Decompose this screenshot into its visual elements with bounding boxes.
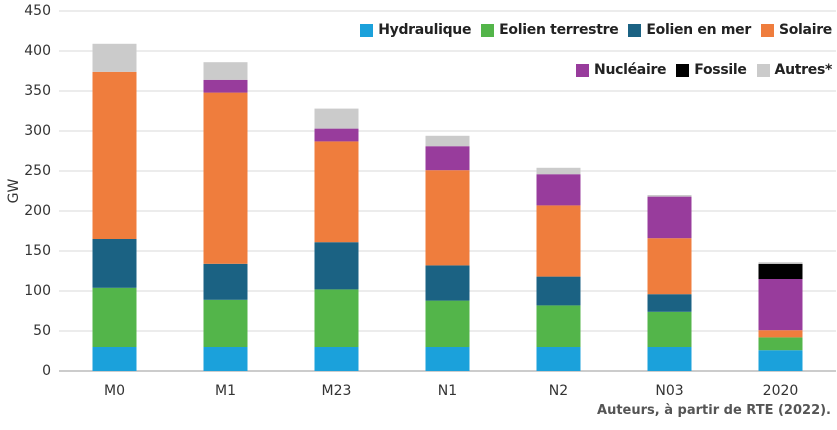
legend-swatch xyxy=(628,23,642,37)
legend-label: Hydraulique xyxy=(378,22,472,38)
legend-label: Eolien terrestre xyxy=(499,22,619,38)
bar-segment xyxy=(536,167,581,175)
bar-segment xyxy=(425,300,470,347)
bar-segment xyxy=(92,71,137,239)
bar-segment xyxy=(203,263,248,300)
bar-segment xyxy=(92,347,137,371)
bar-segment xyxy=(203,62,248,80)
bar-segment xyxy=(92,43,137,72)
legend: Hydraulique Eolien terrestre Eolien en mer… xyxy=(320,22,832,78)
bar-segment xyxy=(647,196,692,239)
bar-segment xyxy=(647,347,692,371)
bar-segment xyxy=(758,263,803,279)
x-tick-label: N1 xyxy=(438,383,457,399)
legend-swatch xyxy=(676,63,690,77)
x-tick-label: M23 xyxy=(322,383,352,399)
legend-label: Autres* xyxy=(774,62,833,78)
bar-segment xyxy=(536,305,581,347)
legend-item: Autres* xyxy=(756,62,833,78)
bar-segment xyxy=(314,128,359,142)
x-tick-label: N03 xyxy=(655,383,683,399)
y-tick-label: 400 xyxy=(24,43,51,59)
legend-label: Fossile xyxy=(694,62,747,78)
legend-item: Fossile xyxy=(676,62,747,78)
bar-segment xyxy=(314,289,359,347)
x-tick-label: 2020 xyxy=(763,383,799,399)
bar-segment xyxy=(92,287,137,347)
bar-segment xyxy=(203,347,248,371)
bar-segment xyxy=(314,347,359,371)
y-tick-label: 100 xyxy=(24,283,51,299)
bar-segment xyxy=(758,337,803,351)
bar-segment xyxy=(314,141,359,243)
bar-segment xyxy=(314,242,359,290)
y-tick-label: 0 xyxy=(42,363,51,379)
bar-segment xyxy=(425,146,470,171)
y-tick-label: 250 xyxy=(24,163,51,179)
y-tick-label: 50 xyxy=(33,323,51,339)
legend-item: Solaire xyxy=(760,22,832,38)
y-tick-label: 150 xyxy=(24,243,51,259)
bar-segment xyxy=(203,79,248,93)
y-tick-label: 350 xyxy=(24,83,51,99)
legend-item: Hydraulique xyxy=(360,22,471,38)
bar-segment xyxy=(758,279,803,331)
x-tick-label: M1 xyxy=(215,383,236,399)
bar-segment xyxy=(536,347,581,371)
legend-item: Eolien terrestre xyxy=(481,22,619,38)
legend-swatch xyxy=(481,23,495,37)
source: Auteurs, à partir de RTE (2022). xyxy=(597,403,831,418)
bar-segment xyxy=(536,205,581,277)
bar-segment xyxy=(758,262,803,264)
bar-segment xyxy=(92,239,137,288)
x-tick-label: M0 xyxy=(104,383,125,399)
legend-swatch xyxy=(360,23,374,37)
y-tick-label: 300 xyxy=(24,123,51,139)
bar-segment xyxy=(536,174,581,206)
bar-segment xyxy=(647,311,692,347)
bar-segment xyxy=(758,330,803,338)
y-tick-label: 200 xyxy=(24,203,51,219)
bar-segment xyxy=(425,170,470,266)
bar-segment xyxy=(536,276,581,306)
legend-swatch xyxy=(760,23,774,37)
legend-item: Nucléaire xyxy=(576,62,667,78)
bar-segment xyxy=(425,347,470,371)
legend-label: Eolien en mer xyxy=(646,22,751,38)
bar-segment xyxy=(425,265,470,301)
bar-segment xyxy=(758,350,803,371)
bar-segment xyxy=(203,92,248,264)
bar-segment xyxy=(425,135,470,147)
bar-segment xyxy=(647,294,692,312)
y-axis-label: GW xyxy=(6,179,22,204)
x-tick-label: N2 xyxy=(549,383,568,399)
y-tick-label: 450 xyxy=(24,3,51,19)
legend-item: Eolien en mer xyxy=(628,22,751,38)
bar-segment xyxy=(647,238,692,295)
bar-segment xyxy=(314,108,359,129)
bar-segment xyxy=(203,299,248,347)
bar-segment xyxy=(647,195,692,197)
legend-swatch xyxy=(756,63,770,77)
legend-label: Nucléaire xyxy=(594,62,667,78)
legend-label: Solaire xyxy=(778,22,832,38)
legend-swatch xyxy=(576,63,590,77)
